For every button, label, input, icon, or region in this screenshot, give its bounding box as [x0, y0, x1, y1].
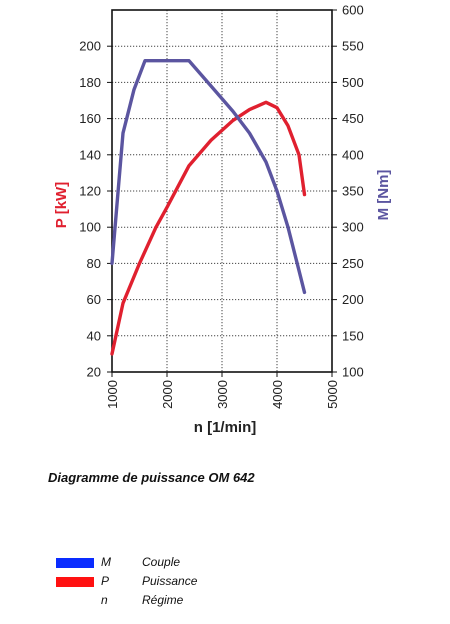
left-tick-label: 180 — [79, 75, 101, 90]
legend-label-couple: Couple — [142, 555, 181, 569]
x-axis-ticks: 1000 2000 3000 4000 5000 — [105, 372, 340, 409]
legend-swatch-puissance — [56, 577, 94, 587]
legend-label-regime: Régime — [142, 593, 184, 607]
legend-item-couple: M Couple — [56, 555, 316, 574]
right-tick-label: 100 — [342, 365, 364, 380]
right-tick-label: 350 — [342, 184, 364, 199]
x-tick-label: 5000 — [325, 380, 340, 409]
power-torque-chart: 20 40 60 80 100 120 140 160 180 200 100 150 200 250 3… — [53, 3, 392, 437]
left-tick-label: 100 — [79, 220, 101, 235]
legend-symbol-regime: n — [101, 593, 108, 607]
left-tick-label: 160 — [79, 111, 101, 126]
legend-symbol-puissance: P — [101, 574, 110, 588]
left-tick-label: 20 — [87, 365, 101, 380]
x-tick-label: 3000 — [215, 380, 230, 409]
series-line-p — [110, 100, 307, 356]
right-tick-label: 300 — [342, 220, 364, 235]
left-axis-ticks: 20 40 60 80 100 120 140 160 180 200 — [79, 39, 112, 380]
left-tick-label: 60 — [87, 292, 101, 307]
legend-item-regime: n Régime — [56, 593, 316, 612]
left-tick-label: 80 — [87, 256, 101, 271]
x-tick-label: 4000 — [270, 380, 285, 409]
x-tick-label: 1000 — [105, 380, 120, 409]
right-tick-label: 600 — [342, 3, 364, 18]
left-tick-label: 120 — [79, 184, 101, 199]
legend: M Couple P Puissance n Régime — [56, 555, 316, 612]
right-axis-ticks: 100 150 200 250 300 350 400 450 500 550 600 — [332, 3, 364, 380]
right-tick-label: 150 — [342, 328, 364, 343]
left-tick-label: 140 — [79, 147, 101, 162]
right-tick-label: 250 — [342, 256, 364, 271]
legend-label-puissance: Puissance — [142, 574, 198, 588]
right-tick-label: 450 — [342, 111, 364, 126]
right-axis-title: M [Nm] — [375, 170, 392, 221]
series-line-m — [110, 59, 307, 295]
x-tick-label: 2000 — [160, 380, 175, 409]
legend-symbol-couple: M — [101, 555, 111, 569]
left-axis-title: P [kW] — [53, 182, 70, 228]
legend-item-puissance: P Puissance — [56, 574, 316, 593]
x-axis-title: n [1/min] — [194, 419, 257, 436]
right-tick-label: 550 — [342, 39, 364, 54]
left-tick-label: 200 — [79, 39, 101, 54]
right-tick-label: 400 — [342, 147, 364, 162]
legend-swatch-couple — [56, 558, 94, 568]
chart-caption: Diagramme de puissance OM 642 — [48, 470, 255, 485]
right-tick-label: 500 — [342, 75, 364, 90]
left-tick-label: 40 — [87, 328, 101, 343]
right-tick-label: 200 — [342, 292, 364, 307]
series-lines — [110, 59, 307, 356]
